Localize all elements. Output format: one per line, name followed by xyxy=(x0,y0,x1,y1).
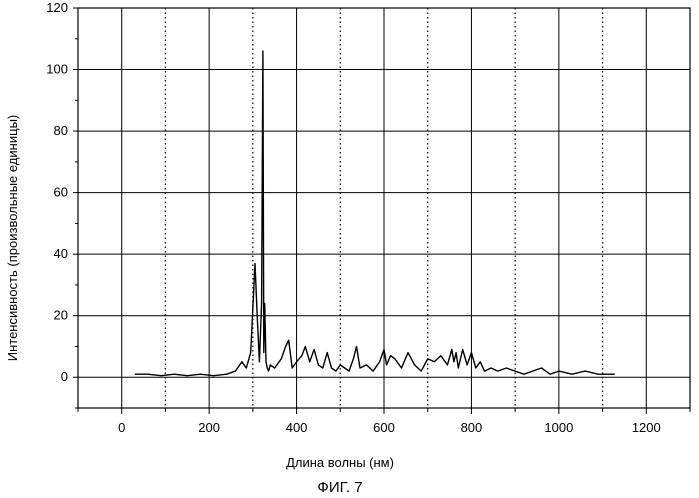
x-tick-label: 600 xyxy=(373,420,395,435)
x-tick-label: 400 xyxy=(286,420,308,435)
y-tick-label: 20 xyxy=(54,308,68,323)
y-tick-label: 120 xyxy=(46,0,68,15)
x-tick-label: 1200 xyxy=(632,420,661,435)
tick-marks xyxy=(73,7,691,414)
x-tick-label: 1000 xyxy=(544,420,573,435)
y-tick-label: 100 xyxy=(46,62,68,77)
y-tick-labels: 0 20 40 60 80 100 120 xyxy=(46,0,68,384)
series-line xyxy=(134,50,615,377)
x-tick-label: 0 xyxy=(118,420,125,435)
grid-lines xyxy=(78,8,690,408)
y-tick-label: 40 xyxy=(54,246,68,261)
x-tick-label: 800 xyxy=(461,420,483,435)
y-tick-label: 60 xyxy=(54,185,68,200)
x-tick-label: 200 xyxy=(198,420,220,435)
x-tick-labels: 0 200 400 600 800 1000 1200 xyxy=(118,420,661,435)
x-axis-title: Длина волны (нм) xyxy=(286,455,394,470)
y-tick-label: 0 xyxy=(61,369,68,384)
figure-caption: ФИГ. 7 xyxy=(317,479,362,496)
y-axis-title: Интенсивность (произвольные единицы) xyxy=(5,115,20,362)
y-tick-label: 80 xyxy=(54,123,68,138)
data-series xyxy=(134,50,615,377)
